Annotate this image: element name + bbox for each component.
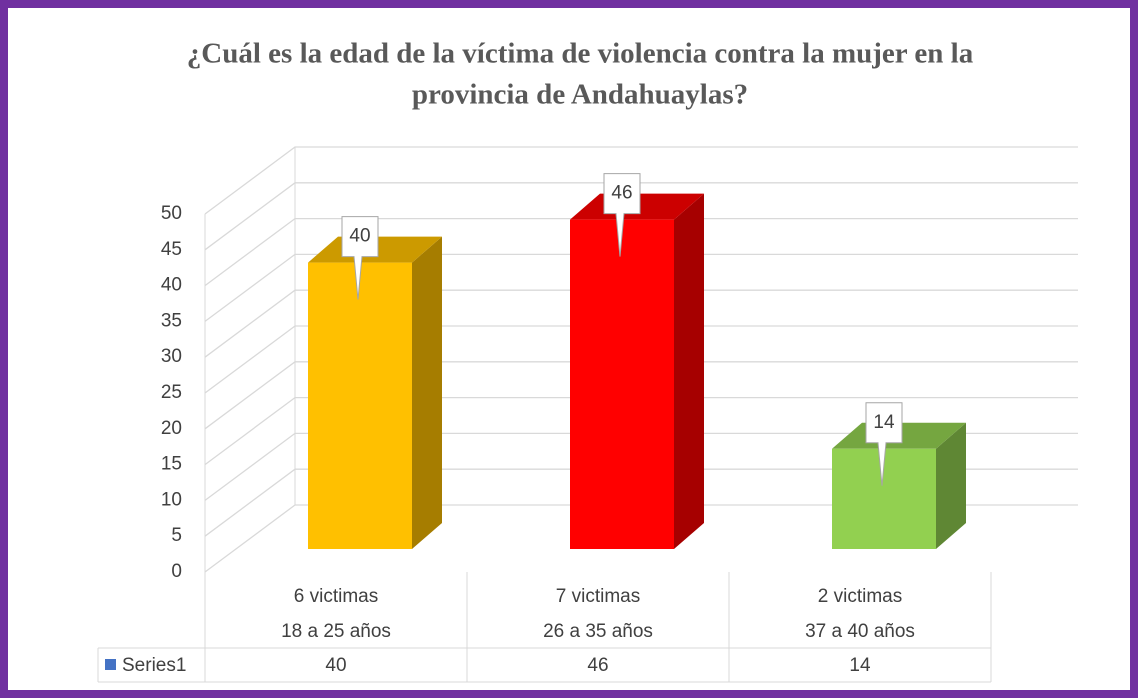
y-tick-label: 20 <box>161 418 182 439</box>
x-tick-label: 37 a 40 años <box>805 621 915 642</box>
x-tick-label: 6 victimas <box>294 586 378 607</box>
chart-title: provincia de Andahuaylas? <box>412 79 748 111</box>
y-tick-label: 30 <box>161 346 182 367</box>
y-tick-label: 15 <box>161 454 182 475</box>
y-tick-label: 0 <box>171 561 182 582</box>
x-tick-label: 18 a 25 años <box>281 621 391 642</box>
data-label: 40 <box>349 226 370 247</box>
x-tick-label: 26 a 35 años <box>543 621 653 642</box>
data-label-callout <box>341 216 379 300</box>
bar <box>570 219 674 549</box>
table-value: 46 <box>587 655 608 676</box>
data-label-callout <box>865 402 903 486</box>
bar-side <box>412 236 442 549</box>
bar <box>308 262 412 549</box>
data-label-callout <box>603 173 641 257</box>
y-tick-label: 45 <box>161 239 182 260</box>
y-tick-label: 35 <box>161 310 182 331</box>
y-tick-label: 40 <box>161 275 182 296</box>
table-value: 14 <box>849 655 871 676</box>
x-tick-label: 7 victimas <box>556 586 640 607</box>
bar-side <box>936 422 966 549</box>
bar-side <box>674 193 704 549</box>
x-tick-label: 2 victimas <box>818 586 902 607</box>
y-tick-label: 10 <box>161 489 182 510</box>
data-label: 14 <box>873 412 895 433</box>
legend-label: Series1 <box>122 655 186 676</box>
legend-key <box>105 659 116 670</box>
data-label: 46 <box>611 183 632 204</box>
y-tick-label: 5 <box>171 525 182 546</box>
y-tick-label: 50 <box>161 203 182 224</box>
y-tick-label: 25 <box>161 382 182 403</box>
table-value: 40 <box>325 655 346 676</box>
chart-title: ¿Cuál es la edad de la víctima de violen… <box>187 38 974 70</box>
